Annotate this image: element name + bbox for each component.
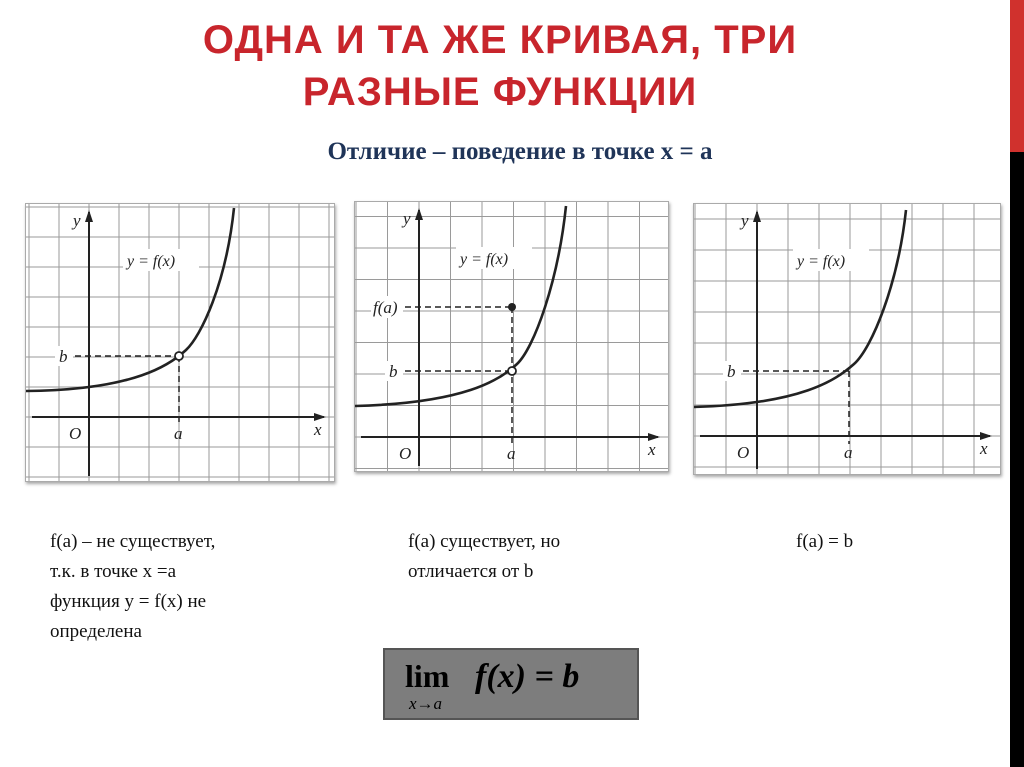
accent-bar-red (1010, 0, 1024, 152)
curve-label: y = f(x) (795, 253, 845, 270)
label-background (793, 249, 869, 271)
origin-label: O (69, 424, 81, 443)
b-label: b (389, 362, 398, 381)
caption-line: f(a) – не существует, (50, 531, 216, 552)
origin-label: O (737, 443, 749, 462)
x-axis-arrow-icon (980, 432, 992, 440)
y-axis-arrow-icon (415, 208, 423, 220)
label-background (371, 296, 403, 318)
hollow-point-icon (174, 351, 184, 361)
curve-y-f-x (355, 205, 568, 408)
formula-limit-subscript: x→a (409, 694, 443, 713)
label-background (55, 346, 73, 366)
x-axis-label: x (979, 439, 988, 458)
caption-line: f(a) = b (796, 531, 854, 552)
y-axis-label: y (401, 209, 411, 228)
caption-line: функция y = f(x) не (50, 591, 207, 612)
a-label: a (174, 424, 183, 443)
graph-svg: b a O x y y = f(x) f(a) (355, 202, 668, 471)
caption-col1: f(a) – не существует, т.к. в точке x =a … (50, 527, 215, 647)
curve-label: y = f(x) (125, 253, 175, 270)
slide-subtitle: Отличие – поведение в точке x = a (327, 138, 713, 165)
label-background (723, 361, 741, 381)
accent-bar-black (1010, 152, 1024, 767)
caption-line: f(a) существует, но (408, 531, 561, 552)
title-line-1: ОДНА И ТА ЖЕ КРИВАЯ, ТРИ (202, 18, 798, 62)
curve-label: y = f(x) (458, 251, 508, 268)
curve-y-f-x (26, 207, 236, 393)
caption-line: определена (50, 621, 142, 642)
x-axis-label: x (313, 420, 322, 439)
y-axis-label: y (739, 211, 749, 230)
label-background (123, 249, 199, 271)
slide-title: ОДНА И ТА ЖЕ КРИВАЯ, ТРИ РАЗНЫЕ ФУНКЦИИ (60, 14, 940, 118)
a-label: a (507, 444, 516, 463)
filled-point-icon (508, 303, 516, 311)
x-axis-label: x (647, 440, 656, 459)
formula-lhs: f(x) = (475, 658, 563, 695)
caption-col2: f(a) существует, но отличается от b (408, 527, 560, 587)
curve-y-f-x (694, 209, 908, 409)
formula-lim: lim (405, 658, 450, 694)
caption-col3: f(a) = b (796, 527, 853, 557)
graph-svg: b a O x y y = f(x) (26, 204, 334, 481)
x-axis-arrow-icon (314, 413, 326, 421)
hollow-point-icon (507, 366, 517, 376)
y-axis-arrow-icon (85, 210, 93, 222)
limit-formula: lim x→a f(x) = b (383, 648, 639, 720)
caption-line: т.к. в точке x =a (50, 561, 177, 582)
caption-line: отличается от b (408, 561, 534, 582)
y-axis-arrow-icon (753, 210, 761, 222)
label-background (385, 361, 403, 381)
graph-svg: b a O x y y = f(x) (694, 204, 1000, 474)
b-label: b (59, 347, 68, 366)
fa-label: f(a) (373, 298, 398, 317)
y-axis-label: y (71, 211, 81, 230)
origin-label: O (399, 444, 411, 463)
b-label: b (727, 362, 736, 381)
formula-rhs: b (562, 658, 580, 695)
a-label: a (844, 443, 853, 462)
x-axis-arrow-icon (648, 433, 660, 441)
label-background (456, 247, 532, 269)
title-line-2: РАЗНЫЕ ФУНКЦИИ (302, 70, 698, 114)
formula-expression: f(x) = b (475, 658, 579, 696)
